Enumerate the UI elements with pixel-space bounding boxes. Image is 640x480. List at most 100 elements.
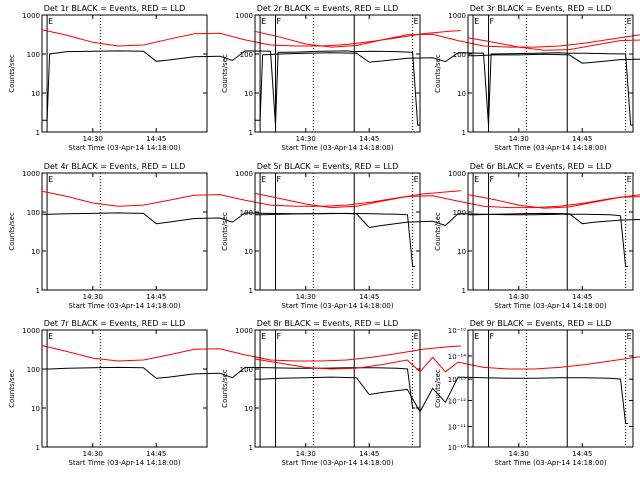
event-marker-label: F [490, 175, 495, 184]
y-tick-label: 1000 [235, 170, 253, 178]
y-tick-label: 100 [453, 51, 466, 59]
panel-title: Det 5r BLACK = Events, RED = LLD [257, 162, 399, 171]
panel-9: Det 9r BLACK = Events, RED = LLD Counts/s… [434, 319, 634, 467]
y-tick-label: 1000 [22, 12, 40, 20]
y-tick-label: 1000 [22, 170, 40, 178]
y-axis-label: Counts/sec [221, 54, 229, 93]
y-axis-label: Counts/sec [8, 212, 16, 251]
y-tick-label: 1000 [448, 170, 466, 178]
x-tick-label: 14:30 [509, 293, 529, 301]
y-tick-label: 1 [462, 287, 466, 295]
y-tick-label: 1000 [235, 12, 253, 20]
y-tick-label: 10⁻¹⁰ [448, 444, 466, 452]
event-marker-label: F [277, 332, 282, 341]
event-marker-label: F [490, 332, 495, 341]
series-lld [467, 194, 640, 209]
series-events [255, 52, 634, 126]
y-tick-label: 1 [36, 129, 40, 137]
plot-frame [41, 14, 208, 133]
y-axis-label: Counts/sec [8, 369, 16, 408]
event-marker-label: F [277, 175, 282, 184]
event-marker-label: E [261, 17, 266, 26]
y-tick-label: 1 [249, 444, 253, 452]
panel-title: Det 8r BLACK = Events, RED = LLD [257, 319, 399, 328]
y-axis-label: Counts/sec [221, 369, 229, 408]
x-axis-label: Start Time (03-Apr-14 14:18:00) [494, 459, 606, 467]
x-axis-label: Start Time (03-Apr-14 14:18:00) [281, 459, 393, 467]
event-marker-label: E [627, 175, 632, 184]
panel-7: Det 7r BLACK = Events, RED = LLD Counts/s… [8, 319, 461, 467]
y-tick-label: 100 [240, 209, 253, 217]
series-events [468, 53, 640, 64]
y-tick-label: 1 [462, 129, 466, 137]
series-lld [254, 192, 640, 209]
y-tick-label: 100 [453, 209, 466, 217]
panel-8: Det 8r BLACK = Events, RED = LLD Counts/s… [221, 319, 640, 467]
y-tick-label: 10 [31, 405, 40, 413]
event-marker-label: E [48, 175, 53, 184]
x-axis-label: Start Time (03-Apr-14 14:18:00) [281, 302, 393, 310]
x-tick-label: 14:45 [146, 450, 166, 458]
event-marker-label: E [261, 175, 266, 184]
x-tick-label: 14:45 [359, 450, 379, 458]
x-axis-label: Start Time (03-Apr-14 14:18:00) [494, 302, 606, 310]
x-tick-label: 14:45 [572, 293, 592, 301]
series-events [42, 366, 416, 409]
plot-frame [41, 172, 208, 291]
y-tick-label: 100 [27, 51, 40, 59]
panel-title: Det 7r BLACK = Events, RED = LLD [44, 319, 186, 328]
series-lld [41, 345, 461, 362]
x-tick-label: 14:30 [296, 293, 316, 301]
event-marker-label: E [627, 17, 632, 26]
x-tick-label: 14:45 [146, 293, 166, 301]
x-tick-label: 14:30 [83, 293, 103, 301]
y-tick-label: 10 [457, 248, 466, 256]
y-tick-label: 1000 [235, 327, 253, 335]
x-axis-label: Start Time (03-Apr-14 14:18:00) [281, 144, 393, 152]
event-marker-label: E [474, 332, 479, 341]
event-marker-label: F [490, 17, 495, 26]
y-axis-label: Counts/sec [434, 369, 442, 408]
series-events [468, 212, 640, 225]
y-tick-label: 1 [36, 287, 40, 295]
panel-title: Det 6r BLACK = Events, RED = LLD [470, 162, 612, 171]
y-tick-label: 1 [249, 287, 253, 295]
series-lld [41, 29, 461, 47]
y-tick-label: 10 [244, 405, 253, 413]
series-events [255, 212, 629, 267]
x-axis-label: Start Time (03-Apr-14 14:18:00) [494, 144, 606, 152]
y-tick-label: 100 [27, 209, 40, 217]
y-tick-label: 10⁻¹⁰ [448, 327, 466, 335]
x-tick-label: 14:30 [509, 135, 529, 143]
x-tick-label: 14:30 [509, 450, 529, 458]
panel-2: Det 2r BLACK = Events, RED = LLD Counts/s… [221, 4, 640, 152]
x-tick-label: 14:45 [359, 135, 379, 143]
panel-title: Det 3r BLACK = Events, RED = LLD [470, 4, 612, 13]
plot-frame [254, 14, 421, 133]
y-tick-label: 1000 [448, 12, 466, 20]
plot-frame [41, 329, 208, 448]
panel-title: Det 9r BLACK = Events, RED = LLD [470, 319, 612, 328]
x-tick-label: 14:45 [572, 450, 592, 458]
x-tick-label: 14:30 [296, 135, 316, 143]
panel-4: Det 4r BLACK = Events, RED = LLD Counts/s… [8, 162, 461, 310]
y-tick-label: 10 [31, 248, 40, 256]
plot-frame [254, 329, 421, 448]
y-tick-label: 100 [240, 366, 253, 374]
series-lld [254, 356, 640, 373]
plot-frame [467, 329, 634, 448]
y-tick-label: 10 [457, 90, 466, 98]
event-marker-label: F [277, 17, 282, 26]
y-tick-label: 10 [244, 248, 253, 256]
series-events [42, 212, 416, 267]
y-tick-label: 1 [249, 129, 253, 137]
series-events [255, 376, 629, 424]
y-axis-label: Counts/sec [434, 212, 442, 251]
y-tick-label: 10⁻¹⁴ [448, 353, 466, 361]
y-tick-label: 1 [36, 444, 40, 452]
panel-title: Det 4r BLACK = Events, RED = LLD [44, 162, 186, 171]
y-tick-label: 10 [31, 90, 40, 98]
y-tick-label: 10⁻¹³ [448, 376, 466, 384]
plot-frame [467, 172, 634, 291]
panel-3: Det 3r BLACK = Events, RED = LLD Counts/s… [434, 4, 640, 152]
